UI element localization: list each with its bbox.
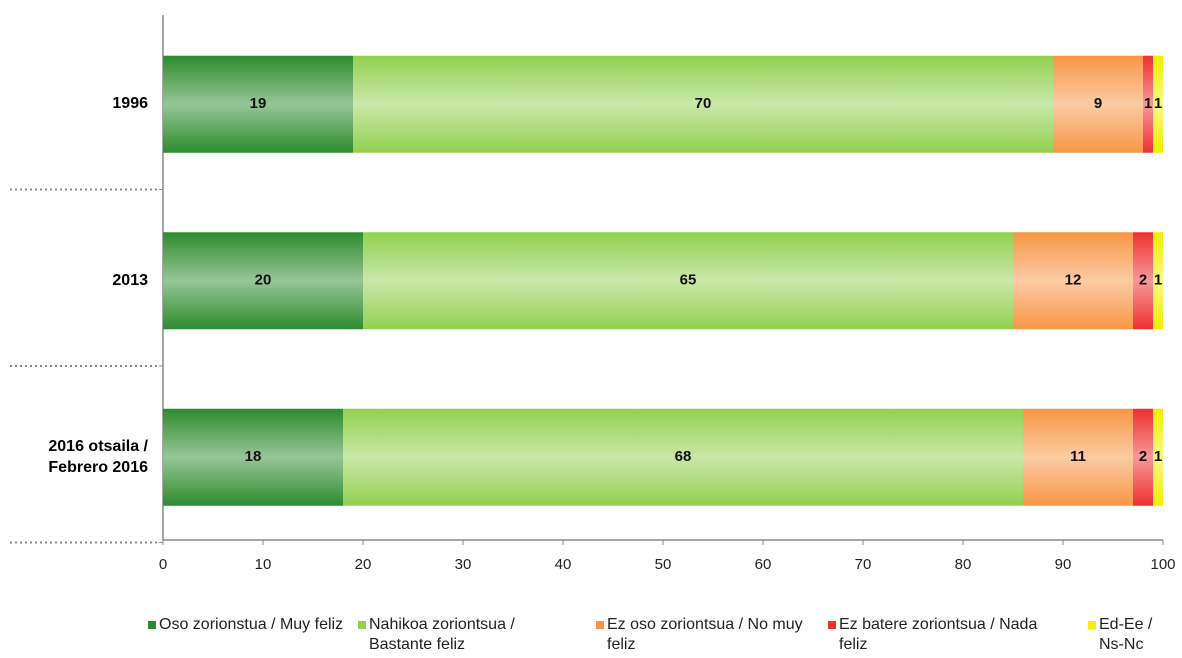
bar-segment <box>1153 232 1163 330</box>
x-tick-label: 0 <box>159 556 167 573</box>
legend-item: Ez batere zoriontsua / Nada feliz <box>828 615 1039 655</box>
data-label: 2 <box>1139 272 1147 289</box>
x-tick-label: 100 <box>1150 556 1175 573</box>
legend-label: Ed-Ee / Ns-Nc <box>1099 616 1153 653</box>
bar-segment <box>1133 232 1153 330</box>
data-label: 1 <box>1144 95 1152 112</box>
x-tick-label: 60 <box>755 556 772 573</box>
bar-segment <box>353 55 1053 153</box>
data-label: 19 <box>250 95 267 112</box>
bar-segment <box>343 408 1023 506</box>
legend-swatch <box>596 621 604 629</box>
data-label: 11 <box>1070 448 1086 465</box>
data-label: 18 <box>245 448 262 465</box>
data-label: 70 <box>695 95 712 112</box>
category-label: 1996 <box>112 95 148 113</box>
legend-item: Oso zorionstua / Muy feliz <box>148 615 359 635</box>
x-tick-label: 20 <box>355 556 372 573</box>
legend-swatch <box>828 621 836 629</box>
x-tick-label: 50 <box>655 556 672 573</box>
x-tick-label: 30 <box>455 556 472 573</box>
legend-label: Ez batere zoriontsua / Nada feliz <box>839 616 1038 653</box>
bar-segment <box>363 232 1013 330</box>
data-label: 1 <box>1154 448 1162 465</box>
legend-label: Nahikoa zoriontsua / Bastante feliz <box>369 616 515 653</box>
data-label: 1 <box>1154 272 1162 289</box>
x-tick-label: 70 <box>855 556 872 573</box>
legend-item: Nahikoa zoriontsua / Bastante feliz <box>358 615 569 655</box>
data-label: 1 <box>1154 95 1162 112</box>
legend-item: Ed-Ee / Ns-Nc <box>1088 615 1179 655</box>
bar-segment <box>1153 408 1163 506</box>
category-label: 2016 otsaila / Febrero 2016 <box>48 438 148 477</box>
x-tick-label: 80 <box>955 556 972 573</box>
legend-swatch <box>148 621 156 629</box>
category-label: 2013 <box>112 271 148 289</box>
bar-segment <box>1023 408 1133 506</box>
data-label: 20 <box>255 272 272 289</box>
bar-segment <box>1153 55 1163 153</box>
data-label: 2 <box>1139 448 1147 465</box>
data-label: 68 <box>675 448 692 465</box>
x-tick-label: 10 <box>255 556 272 573</box>
legend-label: Ez oso zoriontsua / No muy feliz <box>607 616 803 653</box>
bar-segment <box>163 232 363 330</box>
bar-segment <box>163 408 343 506</box>
bar-segment <box>1013 232 1133 330</box>
legend-swatch <box>358 621 366 629</box>
x-tick-label: 90 <box>1055 556 1072 573</box>
legend-swatch <box>1088 621 1096 629</box>
legend-label: Oso zorionstua / Muy feliz <box>159 616 344 633</box>
legend-item: Ez oso zoriontsua / No muy feliz <box>596 615 807 655</box>
bar-segment <box>1053 55 1143 153</box>
x-tick-label: 40 <box>555 556 572 573</box>
bar-segment <box>163 55 353 153</box>
bar-segment <box>1133 408 1153 506</box>
data-label: 12 <box>1065 272 1082 289</box>
data-label: 65 <box>680 272 697 289</box>
bar-segment <box>1143 55 1153 153</box>
data-label: 9 <box>1094 95 1102 112</box>
